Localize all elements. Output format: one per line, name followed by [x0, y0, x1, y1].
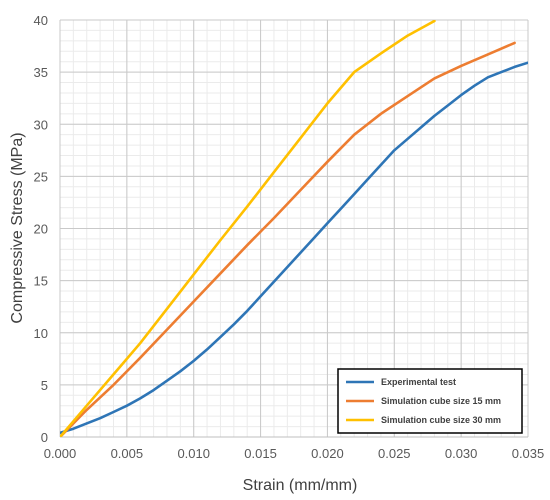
- y-tick-label: 0: [41, 430, 48, 445]
- x-tick-label: 0.010: [177, 446, 210, 461]
- x-tick-label: 0.005: [111, 446, 144, 461]
- y-tick-label: 40: [34, 13, 48, 28]
- x-tick-label: 0.015: [244, 446, 277, 461]
- x-tick-label: 0.020: [311, 446, 344, 461]
- series-lines: [60, 20, 528, 437]
- legend: Experimental test Simulation cube size 15…: [337, 368, 523, 434]
- x-tick-label: 0.000: [44, 446, 77, 461]
- y-tick-label: 30: [34, 117, 48, 132]
- y-tick-label: 20: [34, 222, 48, 237]
- y-tick-label: 25: [34, 169, 48, 184]
- legend-label: Simulation cube size 15 mm: [381, 396, 501, 406]
- x-tick-label: 0.025: [378, 446, 411, 461]
- series-line-1: [60, 61, 528, 435]
- legend-label: Experimental test: [381, 377, 456, 387]
- tick-labels: 0.000 0.005 0.010 0.015 0.020 0.025 0.030 0.035…: [34, 13, 545, 461]
- x-axis-title: Strain (mm/mm): [243, 477, 358, 494]
- y-tick-label: 10: [34, 326, 48, 341]
- x-tick-label: 0.030: [445, 446, 478, 461]
- y-tick-label: 15: [34, 274, 48, 289]
- legend-label: Simulation cube size 30 mm: [381, 415, 501, 425]
- series-line-2: [60, 41, 516, 437]
- y-tick-label: 5: [41, 378, 48, 393]
- y-tick-label: 35: [34, 65, 48, 80]
- x-tick-label: 0.035: [512, 446, 545, 461]
- series-line-3: [60, 20, 436, 437]
- y-axis-title: Compressive Stress (MPa): [9, 132, 26, 323]
